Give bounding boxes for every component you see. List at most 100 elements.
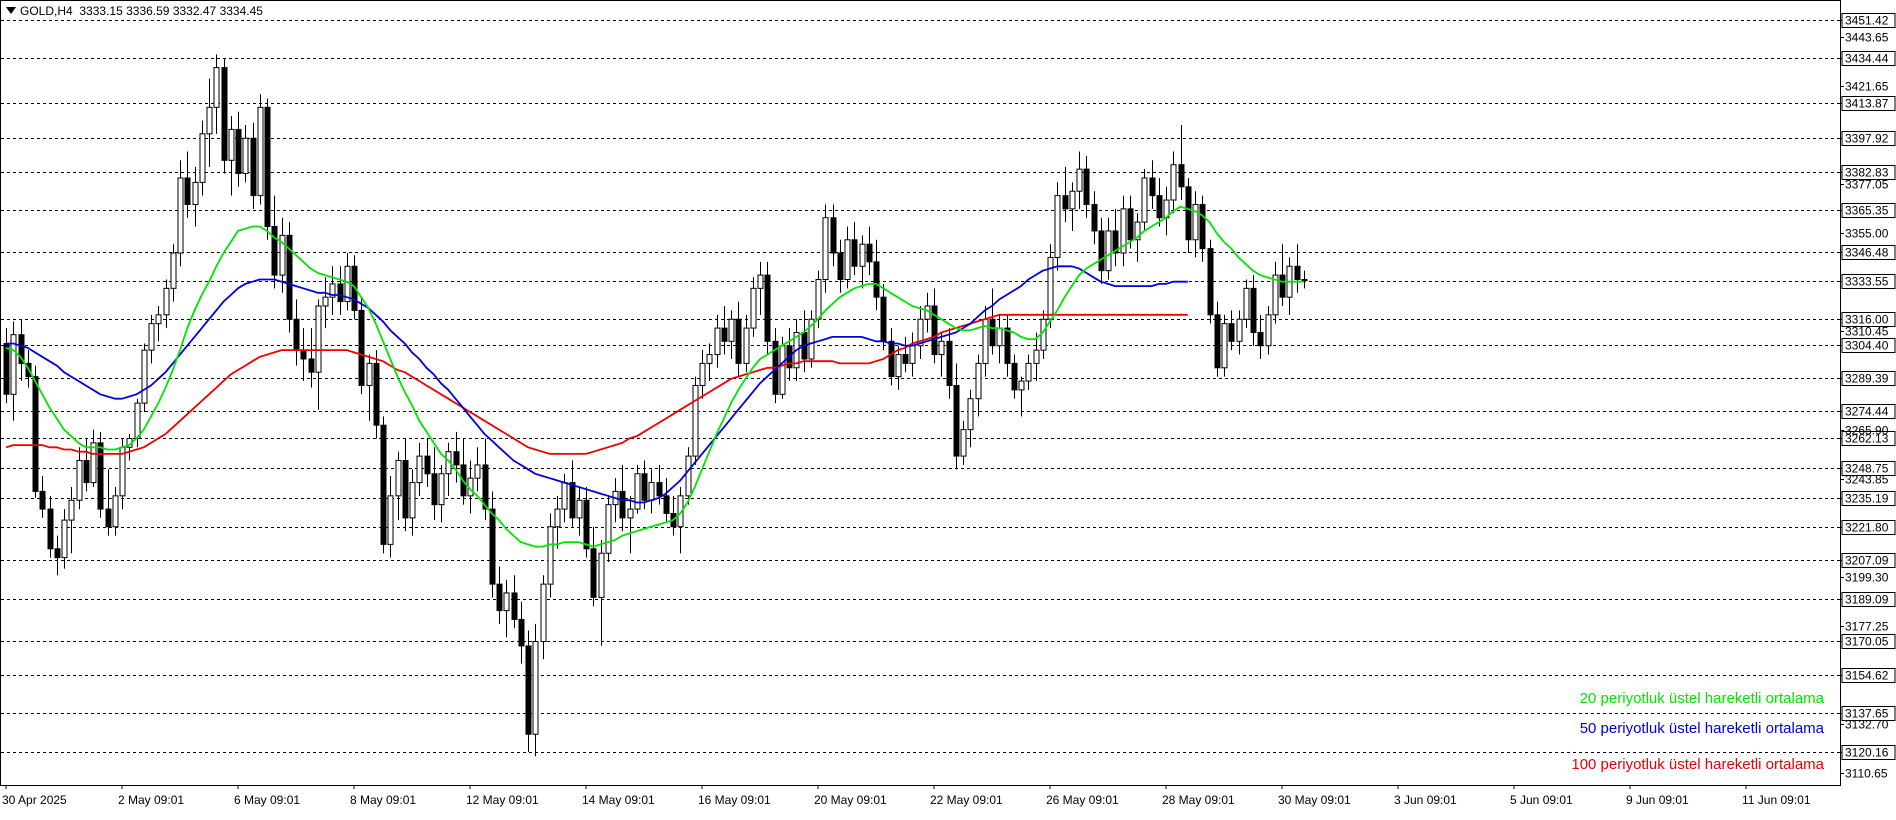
candle-bull (699, 362, 706, 386)
candle-bull (1018, 380, 1025, 391)
candle-bull (1025, 362, 1032, 382)
candle-bear (1083, 168, 1090, 205)
candle-bear (721, 327, 728, 342)
candle-bull (1272, 274, 1279, 316)
candle-bear (873, 261, 880, 298)
y-label-box (1841, 404, 1896, 419)
candle-bull (61, 519, 68, 559)
candle-bull (808, 318, 815, 360)
candle-bear (1127, 208, 1134, 241)
y-tick-label: 3451.42 (1845, 14, 1889, 28)
candle-bull (960, 429, 967, 457)
candle-bull (895, 354, 902, 378)
candle-bear (619, 490, 626, 519)
candle-bull (257, 106, 264, 197)
ema20-line (5, 205, 1304, 548)
candle-bear (569, 482, 576, 519)
symbol-label: GOLD,H4 (20, 4, 73, 18)
y-tick-label: 3333.55 (1845, 275, 1889, 289)
candle-bull (648, 482, 655, 501)
candle-bull (141, 349, 148, 404)
x-tick-label: 12 May 09:01 (466, 793, 539, 807)
candle-bull (315, 305, 322, 373)
candle-bull (1236, 318, 1243, 342)
candle-bull (1069, 190, 1076, 210)
x-tick-label: 2 May 09:01 (118, 793, 184, 807)
candle-bull (779, 345, 786, 395)
x-tick-label: 3 Jun 09:01 (1394, 793, 1457, 807)
candle-bull (279, 234, 286, 276)
candle-bear (489, 508, 496, 585)
ema-layer (5, 205, 1304, 548)
candle-bear (583, 499, 590, 550)
candle-bull (1192, 203, 1199, 241)
y-tick-label: 3170.05 (1845, 635, 1889, 649)
plot-frame (0, 0, 1841, 786)
x-tick-label: 6 May 09:01 (234, 793, 300, 807)
grid-layer (0, 0, 1841, 786)
candle-bear (1207, 248, 1214, 316)
candle-bull (112, 495, 119, 528)
x-tick-label: 30 Apr 2025 (2, 793, 67, 807)
y-tick-label: 3120.16 (1845, 746, 1889, 760)
candle-bear (866, 243, 873, 263)
ema50-line (6, 265, 1188, 504)
y-tick-label: 3154.62 (1845, 669, 1889, 683)
candle-bull (416, 455, 423, 484)
chart-header: GOLD,H4 3333.15 3336.59 3332.47 3334.45 (6, 4, 263, 18)
candle-bear (1062, 195, 1069, 210)
candle-bear (1091, 203, 1098, 232)
y-label-box (1841, 431, 1896, 446)
x-tick-label: 8 May 09:01 (350, 793, 416, 807)
y-tick-label: 3413.87 (1845, 97, 1889, 111)
y-label-box (1841, 165, 1896, 180)
candle-bull (1054, 195, 1061, 258)
candle-bull (605, 504, 612, 554)
x-tick-label: 9 Jun 09:01 (1626, 793, 1689, 807)
candle-bull (134, 402, 141, 439)
collapse-triangle-icon[interactable] (6, 7, 16, 14)
candle-bull (685, 455, 692, 497)
y-tick-label: 3274.44 (1845, 405, 1889, 419)
candle-bull (474, 464, 481, 479)
candle-bear (1199, 203, 1206, 250)
candle-bear (511, 592, 518, 620)
candle-bull (366, 362, 373, 386)
candle-bear (1149, 177, 1156, 197)
candle-bull (228, 128, 235, 161)
candle-bull (199, 133, 206, 183)
candle-bull (1076, 168, 1083, 192)
candle-bull (728, 318, 735, 342)
candle-bull (822, 217, 829, 281)
candle-bear (271, 226, 278, 276)
y-label-box (1841, 634, 1896, 649)
candle-bull (90, 442, 97, 484)
candle-bear (735, 318, 742, 364)
y-label-box (1841, 668, 1896, 683)
candle-bull (1170, 164, 1177, 201)
x-tick-label: 14 May 09:01 (582, 793, 655, 807)
candle-bull (996, 327, 1003, 347)
x-tick-label: 16 May 09:01 (698, 793, 771, 807)
candle-bull (163, 287, 170, 316)
y-tick-label: 3421.65 (1845, 80, 1889, 94)
candle-bear (32, 376, 39, 492)
candle-layer (3, 54, 1308, 757)
candle-bull (10, 334, 17, 395)
candle-bear (1098, 230, 1105, 272)
candle-bear (1250, 287, 1257, 333)
candle-bear (308, 358, 315, 373)
y-tick-label: 3235.19 (1845, 492, 1889, 506)
legend-ema100: 100 periyotluk üstel hareketli ortalama (1571, 756, 1824, 773)
candle-bull (677, 495, 684, 528)
y-tick-label: 3243.85 (1845, 473, 1889, 487)
candle-bull (844, 239, 851, 281)
y-tick-label: 3346.48 (1845, 246, 1889, 260)
candle-bull (627, 508, 634, 519)
candle-bear (184, 177, 191, 205)
candle-bull (170, 252, 177, 289)
y-label-box (1841, 13, 1896, 28)
candle-bear (764, 274, 771, 342)
y-tick-label: 3382.83 (1845, 166, 1889, 180)
